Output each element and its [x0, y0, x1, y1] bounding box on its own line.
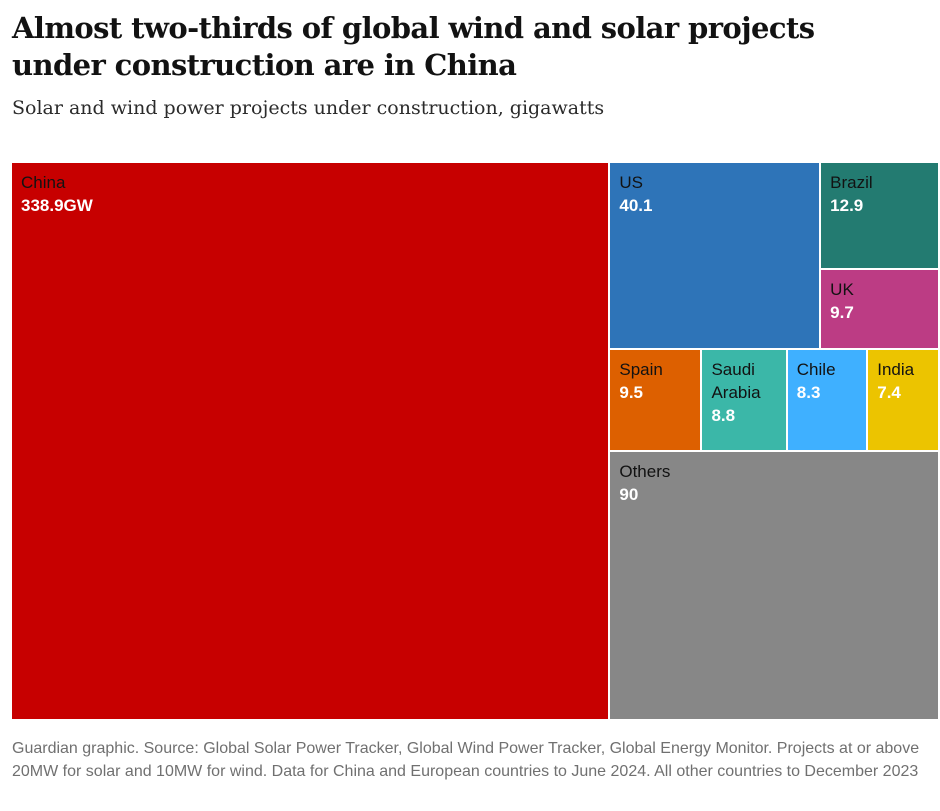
treemap-cell-saudi-arabia: Saudi Arabia 8.8 — [702, 350, 788, 452]
cell-label-spain: Spain — [619, 360, 663, 380]
treemap-cell-chile: Chile 8.3 — [787, 350, 869, 452]
chart-subtitle: Solar and wind power projects under cons… — [12, 97, 605, 119]
chart-title: Almost two-thirds of global wind and sol… — [12, 11, 815, 82]
cell-label-india: India — [877, 360, 915, 380]
cell-value-spain: 9.5 — [619, 383, 643, 403]
cell-value-saudi-arabia: 8.8 — [711, 406, 736, 426]
treemap-chart: China 338.9GW US 40.1 Brazil 12.9 UK 9.7 Spain 9.… — [12, 163, 940, 721]
cell-value-india: 7.4 — [877, 383, 901, 403]
cell-label-uk: UK — [830, 279, 854, 299]
cell-value-uk: 9.7 — [830, 302, 854, 322]
cell-value-others: 90 — [619, 485, 639, 504]
cell-value-brazil: 12.9 — [830, 196, 864, 215]
cell-value-china: 338.9GW — [21, 196, 93, 215]
treemap-cell-brazil: Brazil 12.9 — [821, 163, 940, 270]
treemap-cell-others: Others 90 — [610, 452, 940, 721]
cell-value-chile: 8.3 — [796, 383, 821, 403]
cell-label-china: China — [21, 173, 66, 192]
treemap-cell-spain: Spain 9.5 — [610, 350, 703, 452]
treemap-cell-india: India 7.4 — [868, 350, 940, 452]
treemap-cell-china: China 338.9GW — [12, 163, 611, 721]
cell-label-us: US — [619, 173, 643, 192]
cell-label-saudi-arabia: Saudi Arabia — [711, 360, 761, 403]
cell-value-us: 40.1 — [619, 196, 653, 215]
cell-label-chile: Chile — [796, 360, 836, 380]
treemap-cell-us: US 40.1 — [610, 163, 822, 351]
cell-label-brazil: Brazil — [830, 173, 873, 192]
cell-label-others: Others — [619, 462, 671, 481]
source-note: Guardian graphic. Source: Global Solar P… — [12, 740, 920, 780]
treemap-cell-uk: UK 9.7 — [821, 269, 940, 351]
